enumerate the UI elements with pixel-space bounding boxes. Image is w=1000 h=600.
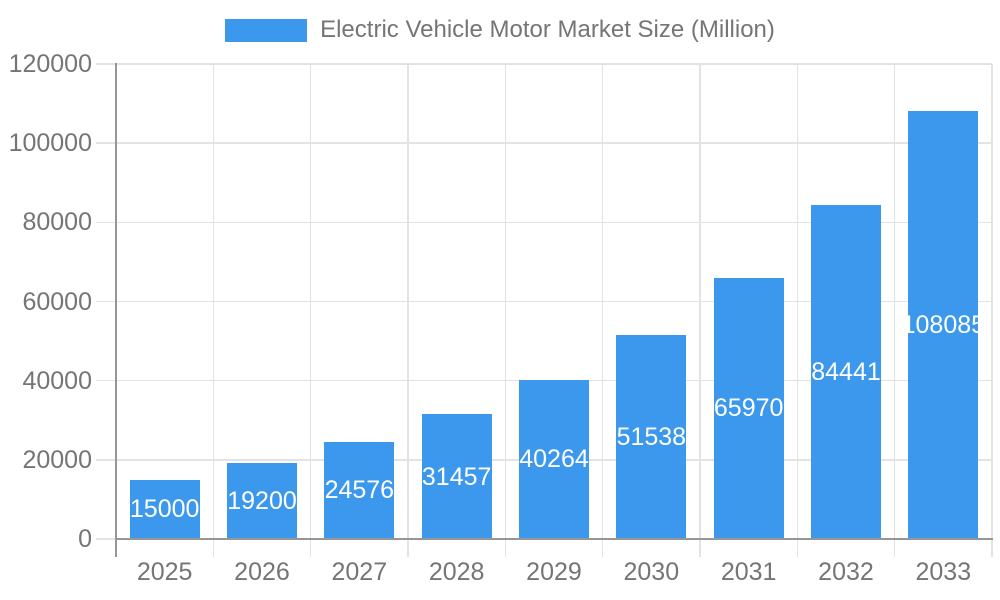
x-tick-mark — [504, 539, 507, 557]
bar[interactable] — [519, 379, 589, 539]
x-tick-mark — [991, 539, 993, 557]
y-axis-tick-label: 100000 — [8, 129, 92, 158]
y-gridline — [116, 142, 992, 144]
x-tick-mark — [212, 539, 215, 557]
legend[interactable]: Electric Vehicle Motor Market Size (Mill… — [0, 14, 1000, 46]
bar[interactable] — [324, 441, 395, 539]
x-axis-tick-label: 2027 — [331, 558, 388, 586]
x-tick-mark — [699, 539, 701, 557]
x-axis-tick-label: 2029 — [526, 558, 582, 586]
x-tick-mark — [893, 539, 896, 557]
y-axis-line — [115, 63, 117, 557]
y-gridline — [116, 63, 992, 65]
bar[interactable] — [908, 111, 979, 539]
x-tick-mark — [407, 539, 409, 557]
bar[interactable] — [811, 204, 881, 539]
y-axis-tick-label: 120000 — [8, 50, 92, 78]
y-axis-tick-label: 20000 — [22, 445, 92, 474]
x-gridline — [309, 64, 312, 539]
x-tick-mark — [601, 539, 604, 557]
x-tick-mark — [309, 539, 312, 557]
x-axis-tick-label: 2030 — [623, 558, 680, 586]
y-gridline — [116, 221, 992, 224]
bar[interactable] — [227, 463, 297, 539]
legend-swatch — [225, 18, 308, 42]
bar[interactable] — [421, 414, 492, 539]
x-axis-tick-label: 2028 — [428, 558, 485, 586]
x-axis-tick-label: 2025 — [136, 558, 193, 586]
y-tick-mark — [96, 459, 116, 461]
bar[interactable] — [129, 479, 200, 539]
x-gridline — [893, 64, 896, 539]
y-tick-mark — [96, 142, 116, 144]
x-gridline — [504, 64, 507, 539]
x-gridline — [601, 64, 604, 539]
y-tick-mark — [96, 63, 116, 65]
x-gridline — [796, 64, 799, 539]
y-tick-mark — [96, 538, 116, 540]
y-tick-mark — [96, 379, 116, 382]
x-gridline — [407, 64, 409, 539]
x-axis-tick-label: 2026 — [234, 558, 290, 586]
y-axis-tick-label: 0 — [78, 525, 92, 553]
y-tick-mark — [96, 300, 116, 303]
x-gridline — [212, 64, 215, 539]
x-gridline — [699, 64, 701, 539]
x-axis-tick-label: 2032 — [818, 558, 874, 586]
y-gridline — [116, 300, 992, 303]
y-axis-tick-label: 80000 — [22, 208, 92, 237]
y-axis-tick-label: 60000 — [22, 287, 92, 316]
y-axis-tick-label: 40000 — [22, 366, 92, 395]
x-axis-tick-label: 2031 — [720, 558, 777, 586]
y-tick-mark — [96, 221, 116, 224]
x-tick-mark — [796, 539, 799, 557]
x-axis-tick-label: 2033 — [915, 558, 972, 586]
x-gridline — [991, 64, 993, 539]
legend-label: Electric Vehicle Motor Market Size (Mill… — [320, 16, 775, 43]
x-axis-line — [115, 538, 993, 540]
bar[interactable] — [616, 334, 687, 539]
bar[interactable] — [713, 277, 784, 539]
